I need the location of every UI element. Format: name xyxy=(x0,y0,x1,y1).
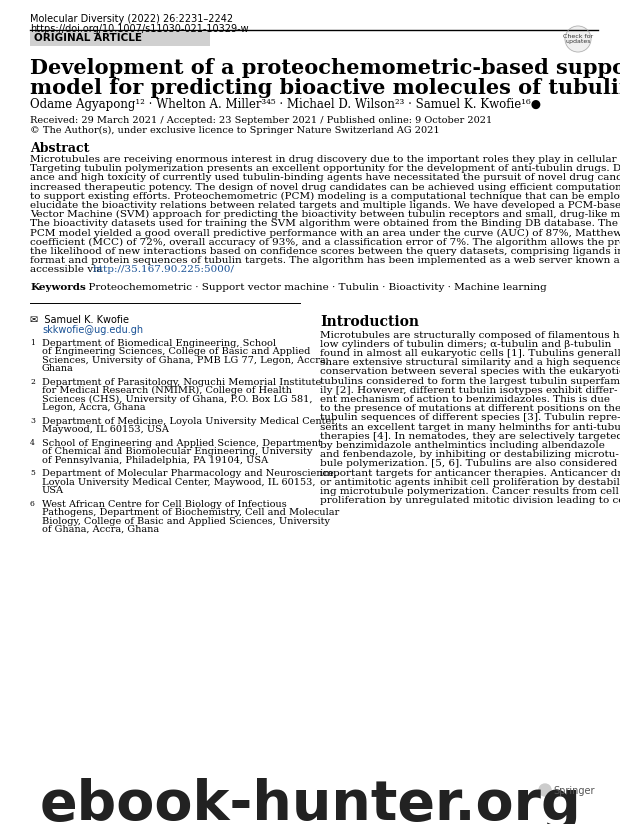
Text: ORIGINAL ARTICLE: ORIGINAL ARTICLE xyxy=(34,33,142,43)
Text: the likelihood of new interactions based on confidence scores between the query : the likelihood of new interactions based… xyxy=(30,247,620,256)
Text: or antimitotic agents inhibit cell proliferation by destabiliz-: or antimitotic agents inhibit cell proli… xyxy=(320,478,620,487)
Text: https://doi.org/10.1007/s11030-021-10329-w: https://doi.org/10.1007/s11030-021-10329… xyxy=(30,24,249,34)
Text: Biology, College of Basic and Applied Sciences, University: Biology, College of Basic and Applied Sc… xyxy=(42,517,330,526)
Text: skkwofie@ug.edu.gh: skkwofie@ug.edu.gh xyxy=(42,325,143,335)
Text: Keywords: Keywords xyxy=(30,283,86,292)
Text: Check for: Check for xyxy=(563,34,593,39)
Text: format and protein sequences of tubulin targets. The algorithm has been implemen: format and protein sequences of tubulin … xyxy=(30,256,620,265)
Text: sents an excellent target in many helminths for anti-tubulin: sents an excellent target in many helmin… xyxy=(320,423,620,432)
Text: by benzimidazole anthelmintics including albendazole: by benzimidazole anthelmintics including… xyxy=(320,441,605,450)
Text: of Ghana, Accra, Ghana: of Ghana, Accra, Ghana xyxy=(42,525,159,534)
Text: 1: 1 xyxy=(30,339,35,347)
Circle shape xyxy=(539,784,551,796)
Text: updates: updates xyxy=(565,39,591,44)
Text: USA: USA xyxy=(42,486,64,495)
Text: and fenbendazole, by inhibiting or destabilizing microtu-: and fenbendazole, by inhibiting or desta… xyxy=(320,450,619,459)
Text: Maywood, IL 60153, USA: Maywood, IL 60153, USA xyxy=(42,425,169,434)
Text: ent mechanism of action to benzimidazoles. This is due: ent mechanism of action to benzimidazole… xyxy=(320,395,610,404)
Text: Department of Biomedical Engineering, School: Department of Biomedical Engineering, Sc… xyxy=(42,339,276,348)
Text: Targeting tubulin polymerization presents an excellent opportunity for the devel: Targeting tubulin polymerization present… xyxy=(30,164,620,173)
Text: Introduction: Introduction xyxy=(320,315,419,329)
Text: to the presence of mutations at different positions on the: to the presence of mutations at differen… xyxy=(320,405,620,413)
Text: 4: 4 xyxy=(30,438,35,447)
Circle shape xyxy=(565,26,591,52)
Text: ance and high toxicity of currently used tubulin-binding agents have necessitate: ance and high toxicity of currently used… xyxy=(30,173,620,182)
Text: share extensive structural similarity and a high sequence: share extensive structural similarity an… xyxy=(320,358,620,368)
Text: Department of Medicine, Loyola University Medical Center,: Department of Medicine, Loyola Universit… xyxy=(42,417,338,426)
Text: tubulins considered to form the largest tubulin superfam-: tubulins considered to form the largest … xyxy=(320,377,620,386)
Text: Pathogens, Department of Biochemistry, Cell and Molecular: Pathogens, Department of Biochemistry, C… xyxy=(42,508,339,517)
Text: ing microtubule polymerization. Cancer results from cell: ing microtubule polymerization. Cancer r… xyxy=(320,487,619,496)
Text: http://35.167.90.225:5000/: http://35.167.90.225:5000/ xyxy=(93,265,235,274)
Text: School of Engineering and Applied Science, Department: School of Engineering and Applied Scienc… xyxy=(42,438,322,447)
Text: Department of Molecular Pharmacology and Neuroscience,: Department of Molecular Pharmacology and… xyxy=(42,469,337,478)
Text: Proteochemometric · Support vector machine · Tubulin · Bioactivity · Machine lea: Proteochemometric · Support vector machi… xyxy=(82,283,547,292)
Text: important targets for anticancer therapies. Anticancer drugs: important targets for anticancer therapi… xyxy=(320,469,620,478)
Text: conservation between several species with the eukaryotic: conservation between several species wit… xyxy=(320,368,620,377)
Text: Vector Machine (SVM) approach for predicting the bioactivity between tubulin rec: Vector Machine (SVM) approach for predic… xyxy=(30,210,620,219)
Text: Sciences, University of Ghana, PMB LG 77, Legon, Accra,: Sciences, University of Ghana, PMB LG 77… xyxy=(42,356,329,364)
Text: increased therapeutic potency. The design of novel drug candidates can be achiev: increased therapeutic potency. The desig… xyxy=(30,183,620,192)
Text: ✉  Samuel K. Kwofie: ✉ Samuel K. Kwofie xyxy=(30,315,129,325)
Text: Microtubules are receiving enormous interest in drug discovery due to the import: Microtubules are receiving enormous inte… xyxy=(30,155,620,164)
Text: of Engineering Sciences, College of Basic and Applied: of Engineering Sciences, College of Basi… xyxy=(42,347,311,356)
Text: Received: 29 March 2021 / Accepted: 23 September 2021 / Published online: 9 Octo: Received: 29 March 2021 / Accepted: 23 S… xyxy=(30,116,492,125)
Text: bule polymerization. [5, 6]. Tubulins are also considered: bule polymerization. [5, 6]. Tubulins ar… xyxy=(320,460,618,468)
Text: 5: 5 xyxy=(30,469,35,477)
Text: 3: 3 xyxy=(30,417,35,424)
Bar xyxy=(30,32,210,46)
Text: PCM model yielded a good overall predictive performance with an area under the c: PCM model yielded a good overall predict… xyxy=(30,228,620,238)
Text: Microtubules are structurally composed of filamentous hol-: Microtubules are structurally composed o… xyxy=(320,330,620,339)
Text: ebook-hunter.org: ebook-hunter.org xyxy=(39,778,581,824)
Text: therapies [4]. In nematodes, they are selectively targeted: therapies [4]. In nematodes, they are se… xyxy=(320,432,620,441)
Text: for Medical Research (NMIMR), College of Health: for Medical Research (NMIMR), College of… xyxy=(42,386,292,396)
Text: The bioactivity datasets used for training the SVM algorithm were obtained from : The bioactivity datasets used for traini… xyxy=(30,219,620,228)
Text: Legon, Accra, Ghana: Legon, Accra, Ghana xyxy=(42,403,146,412)
Text: West African Centre for Cell Biology of Infectious: West African Centre for Cell Biology of … xyxy=(42,499,286,508)
Text: 6: 6 xyxy=(30,499,35,508)
Text: 2: 2 xyxy=(30,377,35,386)
Text: Odame Agyapong¹² · Whelton A. Miller³⁴⁵ · Michael D. Wilson²³ · Samuel K. Kwofie: Odame Agyapong¹² · Whelton A. Miller³⁴⁵ … xyxy=(30,98,541,111)
Text: accessible via: accessible via xyxy=(30,265,106,274)
Text: low cylinders of tubulin dimers; α-tubulin and β-tubulin: low cylinders of tubulin dimers; α-tubul… xyxy=(320,339,611,349)
Text: Abstract: Abstract xyxy=(30,142,89,155)
Text: found in almost all eukaryotic cells [1]. Tubulins generally: found in almost all eukaryotic cells [1]… xyxy=(320,349,620,358)
Text: Springer: Springer xyxy=(553,786,595,796)
Text: Sciences (CHS), University of Ghana, P.O. Box LG 581,: Sciences (CHS), University of Ghana, P.O… xyxy=(42,395,312,404)
Text: of Pennsylvania, Philadelphia, PA 19104, USA: of Pennsylvania, Philadelphia, PA 19104,… xyxy=(42,456,268,465)
Text: coefficient (MCC) of 72%, overall accuracy of 93%, and a classification error of: coefficient (MCC) of 72%, overall accura… xyxy=(30,238,620,247)
Text: model for predicting bioactive molecules of tubulin receptors: model for predicting bioactive molecules… xyxy=(30,78,620,98)
Text: of Chemical and Biomolecular Engineering, University: of Chemical and Biomolecular Engineering… xyxy=(42,447,312,456)
Text: elucidate the bioactivity relations between related targets and multiple ligands: elucidate the bioactivity relations betw… xyxy=(30,201,620,210)
Text: to support existing efforts. Proteochemometric (PCM) modeling is a computational: to support existing efforts. Proteochemo… xyxy=(30,192,620,201)
Text: ily [2]. However, different tubulin isotypes exhibit differ-: ily [2]. However, different tubulin isot… xyxy=(320,386,618,395)
Text: Development of a proteochemometric-based support vector machine: Development of a proteochemometric-based… xyxy=(30,58,620,78)
Text: Loyola University Medical Center, Maywood, IL 60153,: Loyola University Medical Center, Maywoo… xyxy=(42,478,316,487)
Text: © The Author(s), under exclusive licence to Springer Nature Switzerland AG 2021: © The Author(s), under exclusive licence… xyxy=(30,126,440,135)
Text: Department of Parasitology, Noguchi Memorial Institute: Department of Parasitology, Noguchi Memo… xyxy=(42,377,321,386)
Text: Molecular Diversity (2022) 26:2231–2242: Molecular Diversity (2022) 26:2231–2242 xyxy=(30,14,233,24)
Text: Ghana: Ghana xyxy=(42,364,74,373)
Text: proliferation by unregulated mitotic division leading to cell: proliferation by unregulated mitotic div… xyxy=(320,496,620,505)
Text: tubulin sequences of different species [3]. Tubulin repre-: tubulin sequences of different species [… xyxy=(320,414,620,423)
